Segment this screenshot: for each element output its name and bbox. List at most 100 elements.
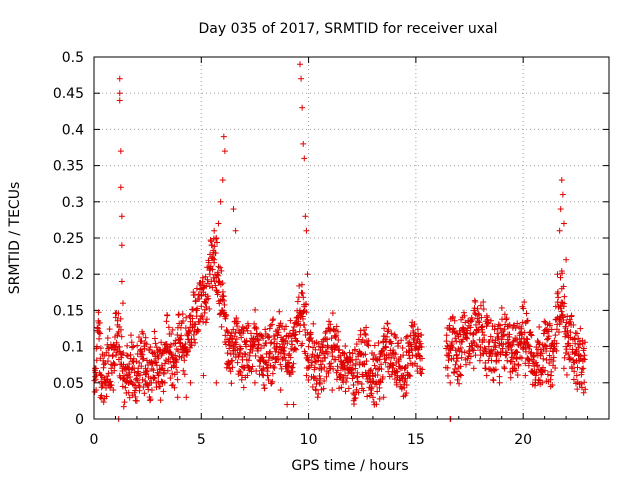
data-point xyxy=(172,337,179,344)
data-point xyxy=(561,300,568,307)
data-point xyxy=(232,227,239,234)
data-point xyxy=(135,334,142,341)
data-point xyxy=(472,298,479,305)
data-point xyxy=(114,347,121,354)
data-point xyxy=(319,344,326,351)
data-point xyxy=(453,358,460,365)
data-point xyxy=(253,367,260,374)
data-point xyxy=(160,388,167,395)
data-point xyxy=(464,325,471,332)
data-point xyxy=(512,367,519,374)
data-point xyxy=(549,381,556,388)
data-point xyxy=(401,365,408,372)
data-point xyxy=(577,325,584,332)
data-point xyxy=(299,104,306,111)
data-point xyxy=(532,382,539,389)
data-point xyxy=(480,306,487,313)
data-point xyxy=(251,320,258,327)
data-point xyxy=(229,357,236,364)
data-point xyxy=(243,343,250,350)
data-point xyxy=(208,238,215,245)
data-point xyxy=(507,374,514,381)
data-point xyxy=(141,345,148,352)
data-point xyxy=(482,346,489,353)
data-point xyxy=(277,387,284,394)
data-point xyxy=(395,340,402,347)
data-point xyxy=(407,332,414,339)
data-point xyxy=(237,345,244,352)
data-point xyxy=(360,387,367,394)
data-point xyxy=(581,339,588,346)
data-point xyxy=(292,345,299,352)
data-point xyxy=(245,322,252,329)
data-point xyxy=(522,360,529,367)
data-point xyxy=(157,383,164,390)
data-point xyxy=(117,315,124,322)
data-point xyxy=(316,380,323,387)
data-point xyxy=(300,140,307,147)
data-point xyxy=(151,328,158,335)
data-point xyxy=(100,399,107,406)
data-point xyxy=(461,312,468,319)
data-point xyxy=(150,367,157,374)
data-point xyxy=(331,327,338,334)
grid-lines xyxy=(94,57,609,419)
data-point xyxy=(300,315,307,322)
data-point xyxy=(259,366,266,373)
data-point xyxy=(332,333,339,340)
data-point xyxy=(555,329,562,336)
data-point xyxy=(303,372,310,379)
data-point xyxy=(120,350,127,357)
data-point xyxy=(196,295,203,302)
data-point xyxy=(382,344,389,351)
data-point xyxy=(471,305,478,312)
data-point xyxy=(330,326,337,333)
data-point xyxy=(353,356,360,363)
data-point xyxy=(314,394,321,401)
data-point xyxy=(200,318,207,325)
data-point xyxy=(402,375,409,382)
data-point xyxy=(289,341,296,348)
y-tick-label: 0.2 xyxy=(62,267,84,283)
data-point xyxy=(390,347,397,354)
data-point xyxy=(514,320,521,327)
data-point xyxy=(116,75,123,82)
data-point xyxy=(219,280,226,287)
data-point xyxy=(121,399,128,406)
data-point xyxy=(124,342,131,349)
data-point xyxy=(178,332,185,339)
data-point xyxy=(116,97,123,104)
data-point xyxy=(262,359,269,366)
data-point xyxy=(319,358,326,365)
data-point xyxy=(158,362,165,369)
data-point xyxy=(211,227,218,234)
data-point xyxy=(389,364,396,371)
data-point xyxy=(564,327,571,334)
data-point xyxy=(167,349,174,356)
data-point xyxy=(147,397,154,404)
data-point xyxy=(343,378,350,385)
data-point xyxy=(475,310,482,317)
data-point xyxy=(392,334,399,341)
data-point xyxy=(97,345,104,352)
data-point xyxy=(186,328,193,335)
data-point xyxy=(190,306,197,313)
data-point xyxy=(118,213,125,220)
data-point xyxy=(364,341,371,348)
data-point xyxy=(187,312,194,319)
data-point xyxy=(555,294,562,301)
data-point xyxy=(408,347,415,354)
y-tick-label: 0.45 xyxy=(53,86,84,102)
data-point xyxy=(578,384,585,391)
data-point xyxy=(580,365,587,372)
data-points xyxy=(91,61,589,422)
data-point xyxy=(234,359,241,366)
data-point xyxy=(454,376,461,383)
data-point xyxy=(342,388,349,395)
data-point xyxy=(98,392,105,399)
data-point xyxy=(136,359,143,366)
data-point xyxy=(503,315,510,322)
data-point xyxy=(469,316,476,323)
data-point xyxy=(341,364,348,371)
